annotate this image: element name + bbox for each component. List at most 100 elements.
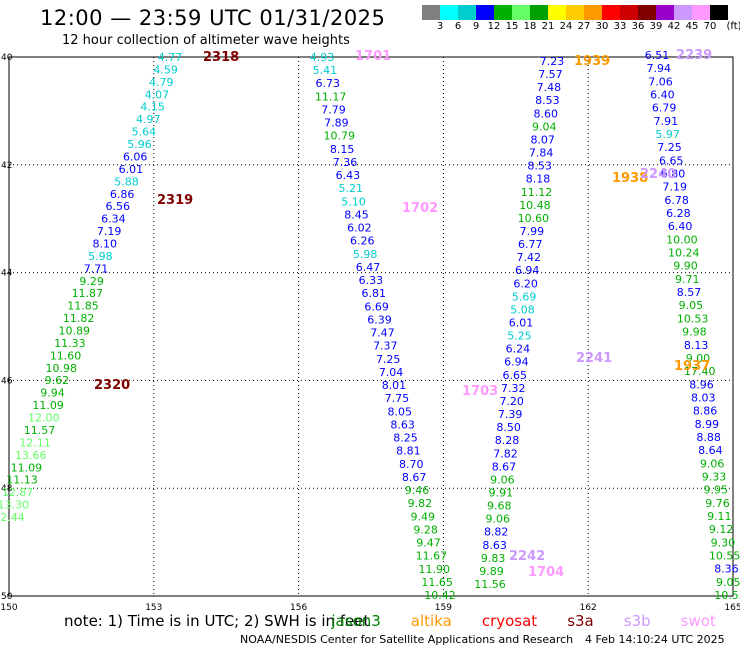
scale-swatch <box>476 5 494 20</box>
wave-height-value: 6.26 <box>350 235 375 248</box>
wave-height-value: 8.15 <box>330 143 355 156</box>
wave-height-value: 6.33 <box>359 274 384 287</box>
pass-time-label: 2240 <box>640 167 676 182</box>
wave-height-value: 9.94 <box>40 387 65 400</box>
wave-height-value: 9.11 <box>707 510 732 523</box>
pass-time-label: 2241 <box>576 351 612 366</box>
wave-height-value: 11.67 <box>416 550 448 563</box>
color-scale-bar <box>422 5 728 20</box>
wave-height-value: 7.23 <box>540 55 565 68</box>
wave-height-value: 7.32 <box>501 382 526 395</box>
wave-height-value: 11.65 <box>421 576 453 589</box>
wave-height-value: 11.90 <box>418 563 450 576</box>
pass-time-label: 1701 <box>355 49 391 64</box>
wave-height-value: 6.47 <box>356 261 381 274</box>
wave-height-value: 7.94 <box>647 62 672 75</box>
wave-height-value: 17.40 <box>684 365 716 378</box>
scale-swatch <box>548 5 566 20</box>
scale-label: 12 <box>487 21 501 32</box>
credit-line: NOAA/NESDIS Center for Satellite Applica… <box>240 633 574 646</box>
scale-swatch <box>422 5 440 20</box>
wave-height-value: 6.40 <box>650 89 675 102</box>
pass-time-label: 1703 <box>462 384 498 399</box>
wave-height-value: 8.25 <box>393 432 418 445</box>
wave-height-value: 8.45 <box>344 208 369 221</box>
wave-height-value: 6.02 <box>347 222 372 235</box>
wave-height-value: 8.99 <box>695 418 720 431</box>
pass-time-label: 2320 <box>94 378 130 393</box>
wave-height-value: 7.39 <box>498 408 523 421</box>
legend-cryosat: cryosat <box>481 612 538 630</box>
wave-height-value: 9.30 <box>711 536 736 549</box>
wave-height-value: 9.76 <box>705 497 730 510</box>
scale-unit: (ft) <box>726 21 740 32</box>
scale-swatch <box>440 5 458 20</box>
wave-height-value: 9.49 <box>410 510 435 523</box>
scale-label: 42 <box>667 21 681 32</box>
map-grid <box>8 56 734 597</box>
wave-height-value: 9.95 <box>704 484 729 497</box>
wave-height-value: 6.34 <box>101 213 126 226</box>
legend-altika: altika <box>410 612 452 630</box>
wave-height-value: 5.10 <box>341 195 366 208</box>
wave-height-value: 6.56 <box>106 200 131 213</box>
wave-height-value: 6.94 <box>504 356 529 369</box>
wave-height-value: 7.37 <box>373 340 398 353</box>
lon-label: 159 <box>435 603 452 613</box>
wave-height-value: 6.43 <box>336 169 361 182</box>
wave-height-value: 8.18 <box>526 173 551 186</box>
map-frame <box>8 56 734 597</box>
map-subtitle: 12 hour collection of altimeter wave hei… <box>62 33 350 48</box>
pass-time-label: 1702 <box>402 201 438 216</box>
wave-height-value: 6.65 <box>503 369 528 382</box>
wave-height-value: 8.63 <box>482 539 507 552</box>
wave-height-value: 5.21 <box>339 182 364 195</box>
lat-label: 40 <box>1 53 13 63</box>
lon-label: 165 <box>724 603 740 613</box>
wave-height-value: 11.17 <box>315 90 347 103</box>
wave-height-value: 9.83 <box>481 552 506 565</box>
wave-height-value: 11.09 <box>11 461 43 474</box>
scale-label: 70 <box>703 21 717 32</box>
wave-height-value: 8.07 <box>530 133 555 146</box>
scale-label: 24 <box>559 21 573 32</box>
wave-height-value: 7.99 <box>520 225 545 238</box>
lat-label: 46 <box>1 376 13 386</box>
scale-swatch <box>656 5 674 20</box>
wave-height-value: 4.79 <box>149 76 174 89</box>
pass-time-label: 1939 <box>574 54 610 69</box>
wave-height-value: 7.57 <box>538 68 563 81</box>
wave-height-value: 6.77 <box>518 238 543 251</box>
wave-height-value: 4.15 <box>140 101 165 114</box>
wave-height-value: 6.39 <box>367 313 392 326</box>
wave-height-value: 9.82 <box>408 497 433 510</box>
pass-time-label: 1937 <box>674 359 710 374</box>
wave-height-value: 7.20 <box>499 395 524 408</box>
wave-height-value: 13.30 <box>0 499 29 512</box>
lat-label: 48 <box>1 484 13 494</box>
wave-height-value: 5.08 <box>510 303 535 316</box>
wave-height-value: 6.79 <box>652 102 677 115</box>
wave-height-value: 8.53 <box>527 160 552 173</box>
wave-height-value: 12.11 <box>19 436 51 449</box>
wave-height-value: 8.86 <box>693 405 718 418</box>
wave-height-value: 8.03 <box>691 391 716 404</box>
scale-label: 33 <box>613 21 627 32</box>
wave-height-value: 7.04 <box>379 366 404 379</box>
scale-label: 45 <box>685 21 699 32</box>
wave-height-value: 10.55 <box>709 549 740 562</box>
lat-label: 42 <box>1 161 12 171</box>
wave-height-value: 6.24 <box>506 343 531 356</box>
wave-height-value: 5.98 <box>88 250 113 263</box>
wave-height-value: 9.05 <box>716 576 740 589</box>
scale-label: 21 <box>541 21 555 32</box>
wave-height-value: 6.80 <box>661 168 686 181</box>
scale-swatch <box>584 5 602 20</box>
lat-label: 50 <box>1 592 13 602</box>
wave-height-value: 8.96 <box>689 378 714 391</box>
lon-label: 162 <box>580 603 597 613</box>
wave-height-value: 6.40 <box>668 220 693 233</box>
scale-swatch <box>512 5 530 20</box>
wave-height-value: 6.65 <box>659 154 684 167</box>
